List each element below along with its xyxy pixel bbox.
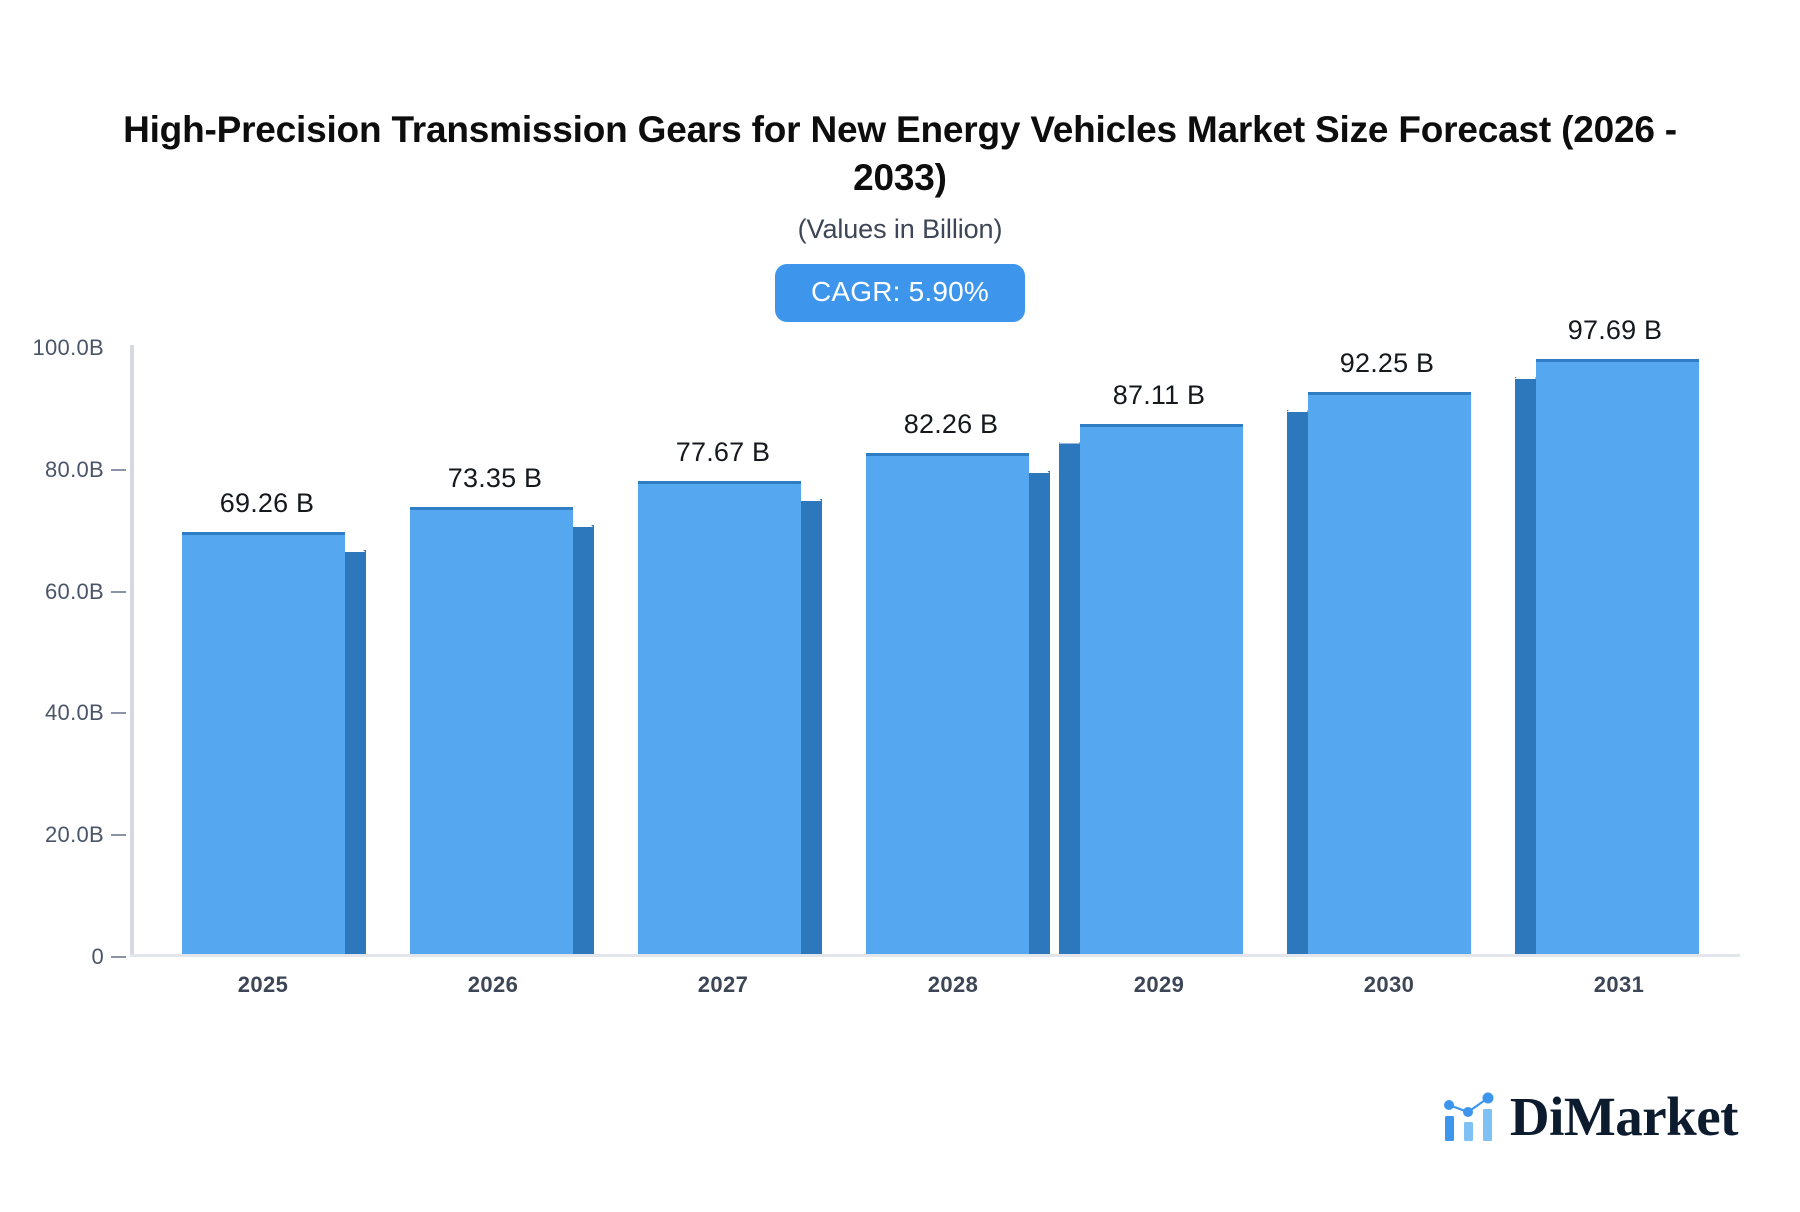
bar-3d-side-face [1028, 471, 1050, 954]
bar-chart-logo-icon [1443, 1092, 1494, 1141]
bar-value-label: 69.26 B [219, 488, 315, 519]
plot-area: 0 20.0B 40.0B 60.0B 80.0B 100.0B 69.26 B 73.35… [32, 315, 1740, 969]
bar-value-label: 73.35 B [447, 463, 543, 494]
status-badge: CAGR: 5.90% [774, 264, 1026, 322]
bar-3d-side-face [800, 499, 822, 954]
x-tick-label: 2030 [1363, 972, 1415, 997]
bar-3d-top-bevel [1286, 392, 1308, 413]
x-tick-label: 2027 [697, 972, 749, 997]
y-tick-label: 20.0B [45, 822, 130, 848]
bar-3d-side-face [1058, 441, 1080, 954]
title-block: High-Precision Transmission Gears for Ne… [0, 106, 1800, 245]
bar-3d-top-bevel [1058, 423, 1080, 444]
x-axis-ticks: 2025 2026 2027 2028 2029 2030 2031 [130, 972, 1740, 1012]
brand-logo: DiMarket [1443, 1086, 1739, 1147]
bar-value-label: 87.11 B [1112, 379, 1206, 410]
chart-subtitle: (Values in Billion) [797, 214, 1003, 245]
y-tick-label: 60.0B [45, 579, 130, 605]
bar-column[interactable]: 97.69 B [1514, 315, 1699, 954]
y-tick-label: 80.0B [45, 457, 130, 483]
bar-column[interactable]: 82.26 B [865, 345, 1050, 954]
bar-3d-top-bevel [800, 481, 822, 501]
bar-front-face [1535, 359, 1699, 954]
bar-value-label: 92.25 B [1339, 348, 1435, 379]
page-title: High-Precision Transmission Gears for Ne… [123, 109, 1677, 199]
bar-value-label: 77.67 B [675, 437, 771, 467]
bar-3d-side-face [344, 550, 366, 954]
bar-column[interactable]: 92.25 B [1286, 345, 1471, 954]
bar-front-face [1079, 423, 1243, 954]
bar-3d-side-face [572, 525, 594, 954]
bar-3d-side-face [1286, 410, 1308, 954]
bar-column[interactable]: 73.35 B [409, 345, 594, 954]
bar-3d-side-face [1514, 377, 1536, 954]
bar-front-face [865, 453, 1029, 954]
bar-value-label: 97.69 B [1567, 315, 1663, 346]
x-tick-label: 2026 [467, 972, 519, 997]
y-axis-line [130, 345, 134, 957]
x-tick-label: 2029 [1133, 972, 1185, 997]
bar-3d-top-bevel [572, 507, 594, 528]
y-tick-label: 40.0B [45, 700, 130, 726]
bar-value-label: 82.26 B [903, 409, 999, 440]
x-tick-label: 2025 [237, 972, 289, 997]
x-axis-line [130, 954, 1740, 957]
bar-front-face [181, 532, 345, 954]
bar-3d-top-bevel [1028, 453, 1050, 474]
bar-front-face [637, 481, 801, 954]
x-tick-label: 2031 [1593, 972, 1645, 997]
bar-3d-top-bevel [1514, 359, 1536, 380]
y-tick-label: 0 [91, 944, 130, 970]
bar-front-face [1307, 392, 1471, 954]
bar-column[interactable]: 77.67 B [637, 345, 822, 954]
cagr-badge-wrapper: CAGR: 5.90% [0, 264, 1800, 322]
bar-column[interactable]: 69.26 B [181, 345, 366, 954]
bar-series: 69.26 B 73.35 B 77.67 B 82.26 B 87.11 B 92.25… [130, 315, 1740, 954]
y-tick-label: 100.0B [32, 335, 104, 360]
bar-column[interactable]: 87.11 B [1058, 345, 1243, 954]
x-tick-label: 2028 [927, 972, 979, 997]
brand-name: DiMarket [1509, 1086, 1739, 1147]
bar-front-face [409, 507, 573, 954]
bar-3d-top-bevel [344, 532, 366, 553]
